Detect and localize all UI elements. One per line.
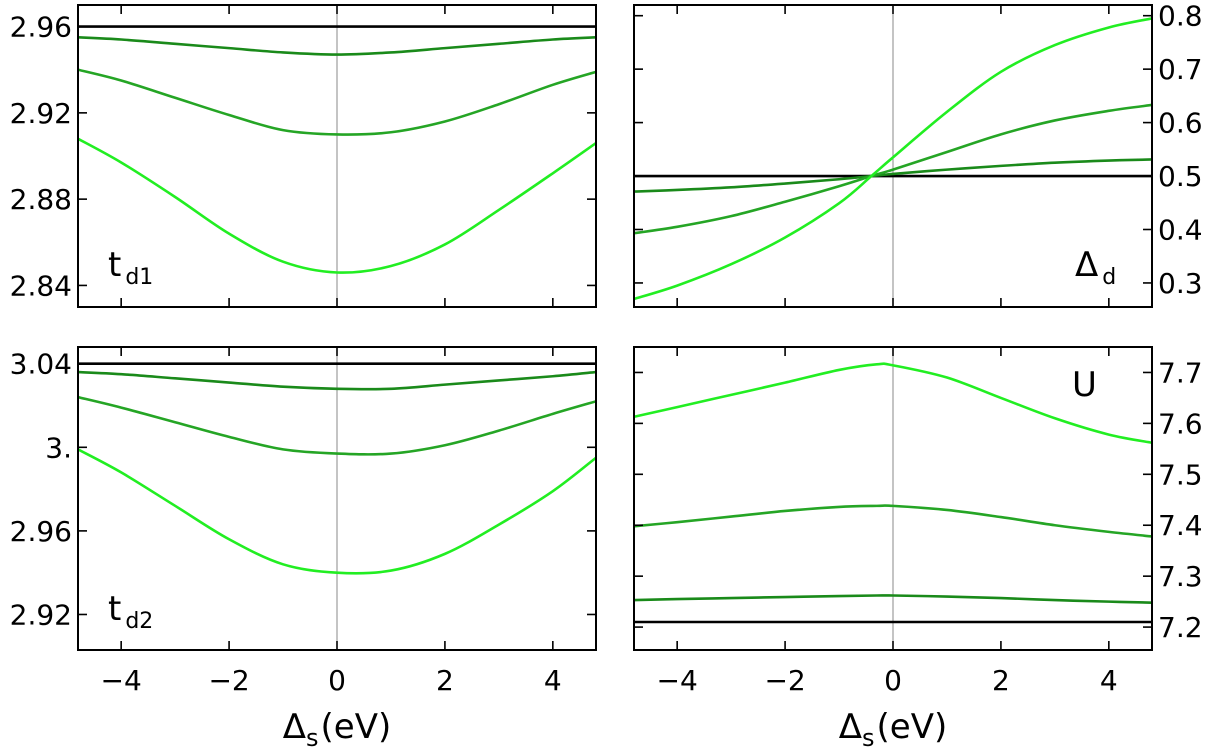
x-tick-label: 2	[992, 664, 1010, 697]
y-tick-label: 2.96	[10, 515, 72, 548]
panel-label: U	[1072, 365, 1097, 405]
series-line-3	[78, 395, 596, 456]
y-tick-label: 0.3	[1158, 267, 1203, 300]
y-tick-label: 3.	[45, 431, 72, 464]
x-tick-label: 2	[436, 664, 454, 697]
y-tick-label: 0.6	[1158, 107, 1203, 140]
y-tick-label: 0.5	[1158, 160, 1203, 193]
series-line-3	[634, 103, 1152, 235]
x-tick-label: 4	[544, 664, 562, 697]
x-axis-label: Δs(eV)	[839, 707, 948, 748]
y-tick-label: 0.4	[1158, 213, 1203, 246]
y-tick-label: 7.4	[1158, 509, 1203, 542]
y-tick-label: 2.92	[10, 598, 72, 631]
panel-bottom-right: −4 −2 0 2 4 7.2 7.3 7.4 7.5 7.6 7.7 U Δs(eV)	[633, 346, 1203, 748]
y-tick-label: 7.3	[1158, 560, 1203, 593]
panel-label: t d1	[108, 245, 153, 290]
y-tick-label: 0.7	[1158, 53, 1203, 86]
panel-top-left: 2.84 2.88 2.92 2.96 t d1	[10, 4, 597, 308]
x-tick-label: 0	[328, 664, 346, 697]
y-tick-label: 3.04	[10, 348, 72, 381]
series-line-3	[78, 68, 596, 136]
y-tick-label: 2.96	[10, 11, 72, 44]
y-tick-label: 7.7	[1158, 356, 1203, 389]
series-line-4	[634, 17, 1152, 301]
series-line-4	[634, 362, 1152, 445]
x-tick-label: 0	[884, 664, 902, 697]
series-line-2	[634, 594, 1152, 604]
panel-bottom-left: −4 −2 0 2 4 2.92 2.96 3. 3.04 t d2 Δs(eV)	[10, 346, 597, 748]
x-tick-label: −4	[101, 664, 142, 697]
series-line-3	[634, 504, 1152, 538]
series-line-4	[78, 448, 596, 575]
y-tick-label: 2.92	[10, 97, 72, 130]
x-tick-label: 4	[1100, 664, 1118, 697]
x-tick-label: −4	[657, 664, 698, 697]
y-tick-label: 7.2	[1158, 611, 1203, 644]
series-line-4	[78, 137, 596, 274]
series-line-2	[78, 370, 596, 391]
x-tick-label: −2	[208, 664, 249, 697]
y-tick-label: 7.5	[1158, 458, 1203, 491]
panel-label: t d2	[108, 589, 153, 634]
series-line-2	[78, 36, 596, 56]
y-tick-label: 2.88	[10, 183, 72, 216]
panel-top-right: 0.3 0.4 0.5 0.6 0.7 0.8 Δ d	[633, 0, 1203, 308]
x-tick-label: −2	[764, 664, 805, 697]
y-tick-label: 7.6	[1158, 407, 1203, 440]
y-tick-label: 0.8	[1158, 0, 1203, 33]
series-line-2	[634, 158, 1152, 193]
y-tick-label: 2.84	[10, 269, 72, 302]
x-axis-label: Δs(eV)	[283, 707, 392, 748]
